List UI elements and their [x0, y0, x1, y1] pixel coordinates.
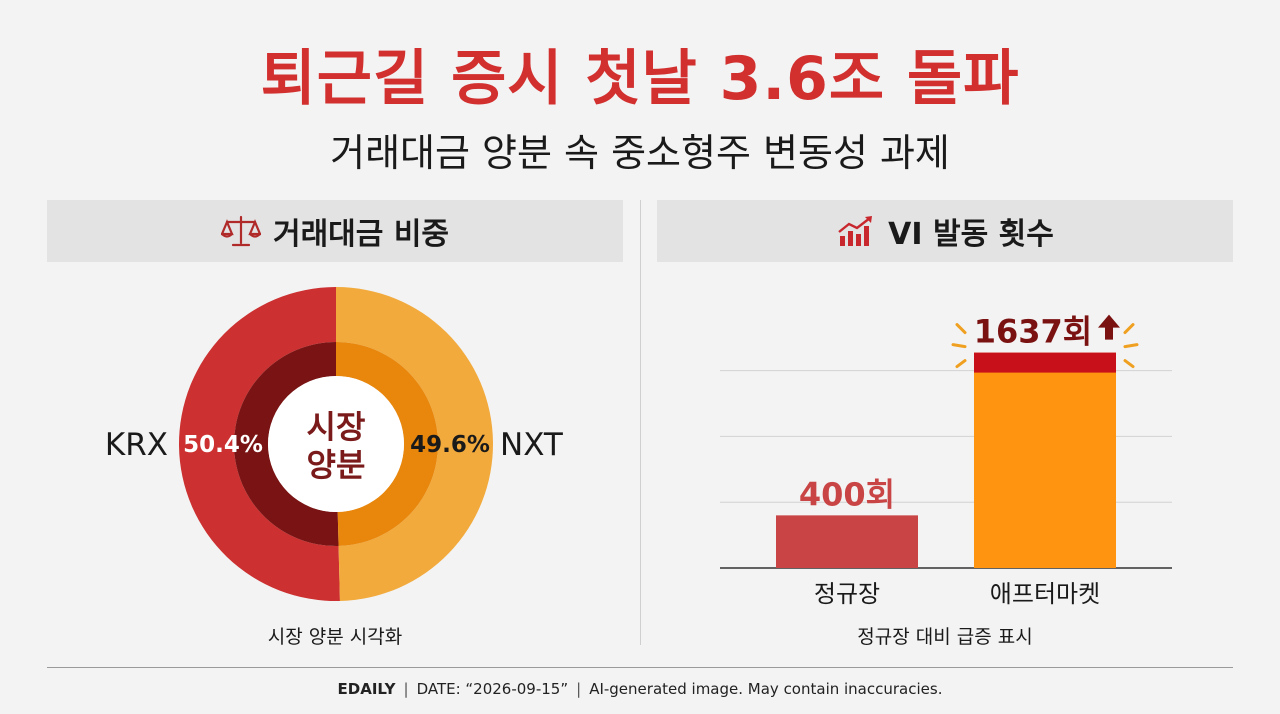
vi-panel-header: VI 발동 횟수 [657, 200, 1233, 262]
panel-divider [640, 200, 641, 645]
bar-value-label-2: 1637회 [974, 313, 1093, 351]
donut-legend-label-krx: KRX [105, 427, 168, 463]
bar-after-market-highlight [974, 352, 1116, 373]
share-panel-header: 거래대금 비중 [47, 200, 623, 262]
scale-icon [220, 214, 261, 248]
arrow-up-icon [1098, 314, 1120, 340]
donut-slice-krx-outer [178, 287, 340, 601]
donut-center-label-line-2: 양분 [307, 446, 366, 484]
donut-center-label-line-1: 시장 [307, 408, 366, 446]
donut-slice-nxt-inner [336, 342, 438, 546]
share-panel-title: 거래대금 비중 [272, 217, 450, 252]
chart-growth-icon [836, 214, 876, 248]
donut-value-label-nxt: 49.6% [410, 432, 490, 458]
page-subtitle: 거래대금 양분 속 중소형주 변동성 과제 [330, 131, 950, 175]
burst-mark-6 [1123, 359, 1135, 369]
footer-brand: EDAILY [337, 680, 396, 698]
donut-slice-krx-inner [233, 342, 339, 546]
donut-value-label-krx: 50.4% [183, 432, 263, 458]
burst-mark-4 [1123, 323, 1135, 335]
bar-regular [776, 515, 918, 568]
footer: EDAILY | DATE: “2026-09-15” | AI-generated i… [337, 680, 943, 698]
bar-value-label-1: 400회 [799, 475, 895, 513]
donut-legend-label-nxt: NXT [500, 427, 564, 463]
footer-date: DATE: “2026-09-15” [416, 680, 569, 698]
burst-mark-1 [955, 323, 967, 335]
bar-after-market [974, 352, 1116, 568]
page-title: 퇴근길 증시 첫날 3.6조 돌파 [260, 44, 1020, 114]
burst-mark-5 [1123, 343, 1139, 349]
footer-divider [47, 667, 1233, 668]
footer-disclaimer: AI-generated image. May contain inaccura… [589, 680, 943, 698]
burst-mark-2 [951, 343, 967, 349]
vi-chart-caption: 정규장 대비 급증 표시 [857, 626, 1033, 648]
donut-center-hole [268, 376, 404, 512]
share-chart-caption: 시장 양분 시각화 [267, 626, 403, 648]
vi-panel-title: VI 발동 횟수 [888, 217, 1054, 252]
donut-slice-nxt-outer [336, 287, 493, 601]
x-tick-label-1: 정규장 [814, 580, 880, 608]
burst-mark-3 [955, 359, 967, 369]
x-tick-label-2: 애프터마켓 [990, 580, 1100, 608]
